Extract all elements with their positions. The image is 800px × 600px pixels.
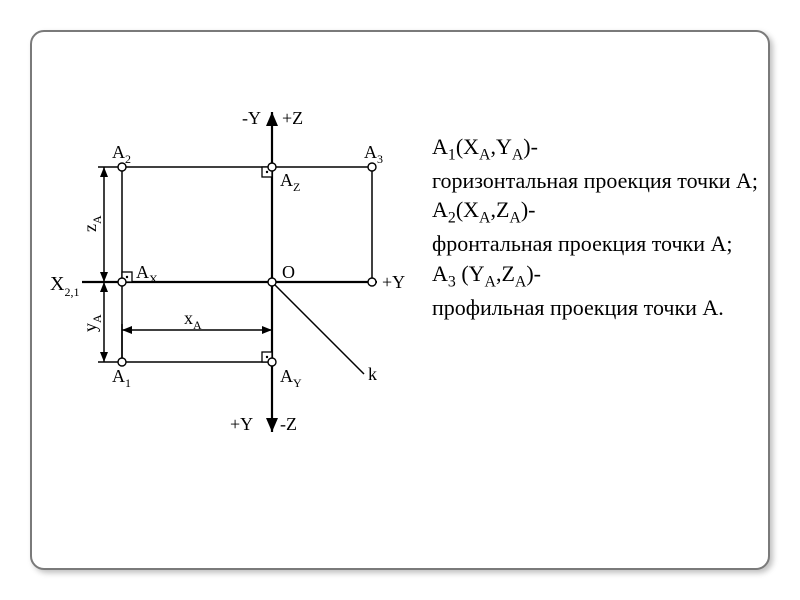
label-minus-y: -Y (242, 108, 261, 128)
dim-label-zA: zA (80, 215, 104, 232)
dim-zA-arr2 (100, 272, 108, 282)
label-k: k (368, 364, 377, 384)
label-az: AZ (280, 170, 300, 194)
point-ax (118, 278, 126, 286)
projection-diagram: -Y +Z +Y +Y -Z X2,1 k O A2 A3 AZ AX (42, 82, 422, 462)
k-line (272, 282, 364, 374)
right-angle-ax-dot (126, 276, 128, 278)
label-plus-y-right: +Y (382, 272, 405, 292)
text-line-5: A3 (YA,ZA)- (432, 259, 762, 293)
description-text: A1(XA,YA)- горизонтальная проекция точки… (432, 132, 762, 322)
point-plus-y (368, 278, 376, 286)
arrow-minus-z (266, 418, 278, 432)
text-line-3: A2(XA,ZA)- (432, 195, 762, 229)
label-plus-y-down: +Y (230, 414, 253, 434)
dim-yA-arr1 (100, 282, 108, 292)
dim-label-yA: yA (80, 314, 104, 332)
label-minus-z: -Z (280, 414, 297, 434)
slide-frame: -Y +Z +Y +Y -Z X2,1 k O A2 A3 AZ AX (30, 30, 770, 570)
right-angle-ay-dot (266, 356, 268, 358)
label-x21: X2,1 (50, 273, 79, 299)
dim-xA-arr1 (122, 326, 132, 334)
label-a3: A3 (364, 142, 383, 166)
point-a1 (118, 358, 126, 366)
dim-yA-arr2 (100, 352, 108, 362)
right-angle-az-dot (266, 171, 268, 173)
label-plus-z: +Z (282, 108, 303, 128)
label-a1: A1 (112, 366, 131, 390)
dim-zA-arr1 (100, 167, 108, 177)
point-az (268, 163, 276, 171)
label-o: O (282, 262, 295, 282)
point-ay (268, 358, 276, 366)
diagram-svg: -Y +Z +Y +Y -Z X2,1 k O A2 A3 AZ AX (42, 82, 422, 462)
dim-label-xA: xA (184, 308, 202, 332)
point-a3 (368, 163, 376, 171)
point-o (268, 278, 276, 286)
text-line-2: горизонтальная проекция точки А; (432, 166, 762, 196)
text-line-4: фронтальная проекция точки А; (432, 229, 762, 259)
text-line-1: A1(XA,YA)- (432, 132, 762, 166)
arrow-plus-z (266, 112, 278, 126)
label-ay: AY (280, 366, 302, 390)
text-line-6: профильная проекция точки А. (432, 293, 762, 323)
dim-xA-arr2 (262, 326, 272, 334)
